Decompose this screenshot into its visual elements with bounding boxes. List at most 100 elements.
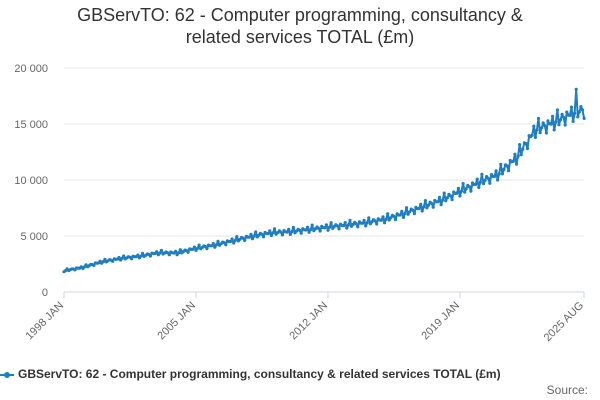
data-point-107[interactable] <box>230 237 234 241</box>
data-point-279[interactable] <box>500 172 504 176</box>
data-point-95[interactable] <box>211 242 215 246</box>
data-point-71[interactable] <box>174 249 178 253</box>
data-point-240[interactable] <box>439 203 443 207</box>
data-point-178[interactable] <box>342 224 346 228</box>
data-point-308[interactable] <box>546 119 550 123</box>
data-point-262[interactable] <box>474 182 478 186</box>
data-point-330[interactable] <box>580 108 585 112</box>
data-point-268[interactable] <box>483 178 487 182</box>
data-point-202[interactable] <box>379 218 383 222</box>
data-point-96[interactable] <box>213 245 217 249</box>
data-point-312[interactable] <box>552 128 556 132</box>
data-point-264[interactable] <box>477 185 481 190</box>
data-point-26[interactable] <box>103 257 107 261</box>
data-point-73[interactable] <box>177 251 181 255</box>
data-point-295[interactable] <box>525 146 530 151</box>
data-point-121[interactable] <box>252 234 256 238</box>
data-point-243[interactable] <box>444 199 448 203</box>
data-point-74[interactable] <box>178 248 182 252</box>
data-point-214[interactable] <box>398 213 402 217</box>
data-point-127[interactable] <box>261 235 266 239</box>
data-point-170[interactable] <box>329 221 333 225</box>
data-point-223[interactable] <box>412 212 416 216</box>
data-point-217[interactable] <box>403 211 407 216</box>
data-point-218[interactable] <box>404 206 409 210</box>
data-point-316[interactable] <box>558 118 563 122</box>
data-point-145[interactable] <box>290 230 294 234</box>
data-point-319[interactable] <box>563 123 567 127</box>
data-point-167[interactable] <box>324 223 328 227</box>
data-point-331[interactable] <box>582 116 586 120</box>
data-point-318[interactable] <box>562 115 566 119</box>
data-point-244[interactable] <box>445 196 449 200</box>
data-point-254[interactable] <box>461 182 465 186</box>
data-point-205[interactable] <box>384 217 388 221</box>
data-point-97[interactable] <box>214 243 218 247</box>
data-point-320[interactable] <box>565 110 569 114</box>
data-point-199[interactable] <box>375 222 379 226</box>
data-point-50[interactable] <box>141 251 145 255</box>
data-point-238[interactable] <box>436 200 440 204</box>
data-point-283[interactable] <box>507 169 511 173</box>
legend[interactable]: GBServTO: 62 - Computer programming, con… <box>0 367 600 381</box>
data-point-103[interactable] <box>224 243 228 247</box>
data-point-328[interactable] <box>577 110 581 114</box>
data-point-118[interactable] <box>247 235 251 239</box>
data-point-220[interactable] <box>408 210 412 214</box>
data-point-130[interactable] <box>266 232 270 236</box>
data-point-62[interactable] <box>159 248 163 252</box>
data-point-251[interactable] <box>456 186 460 190</box>
data-point-314[interactable] <box>555 108 560 112</box>
data-point-35[interactable] <box>117 255 121 260</box>
data-point-276[interactable] <box>496 178 500 182</box>
data-point-317[interactable] <box>560 112 564 116</box>
data-point-106[interactable] <box>228 239 233 244</box>
data-point-255[interactable] <box>463 190 467 194</box>
data-point-131[interactable] <box>268 229 272 233</box>
data-point-322[interactable] <box>568 113 572 117</box>
data-point-154[interactable] <box>304 228 308 232</box>
data-point-265[interactable] <box>478 180 482 184</box>
data-point-299[interactable] <box>532 124 536 128</box>
data-point-287[interactable] <box>513 152 517 156</box>
data-point-139[interactable] <box>280 233 284 237</box>
data-point-263[interactable] <box>475 177 479 181</box>
data-point-119[interactable] <box>249 232 253 236</box>
data-point-126[interactable] <box>260 232 264 236</box>
data-point-144[interactable] <box>288 232 292 236</box>
data-point-329[interactable] <box>579 105 583 109</box>
data-point-280[interactable] <box>502 167 506 172</box>
data-point-169[interactable] <box>327 225 332 229</box>
data-point-192[interactable] <box>364 224 368 228</box>
data-point-207[interactable] <box>387 218 391 222</box>
data-point-190[interactable] <box>360 221 365 225</box>
data-point-37[interactable] <box>120 256 124 260</box>
data-point-61[interactable] <box>158 251 162 255</box>
data-point-156[interactable] <box>307 230 311 234</box>
data-point-122[interactable] <box>254 230 258 234</box>
data-point-252[interactable] <box>458 194 462 198</box>
data-point-133[interactable] <box>271 231 275 235</box>
data-point-38[interactable] <box>122 254 126 258</box>
data-point-114[interactable] <box>241 236 245 240</box>
data-point-163[interactable] <box>318 229 322 233</box>
data-point-83[interactable] <box>192 245 196 249</box>
data-point-120[interactable] <box>250 237 255 241</box>
data-point-49[interactable] <box>139 254 143 258</box>
data-point-303[interactable] <box>538 131 542 135</box>
data-point-325[interactable] <box>573 111 577 115</box>
data-point-301[interactable] <box>535 128 539 132</box>
data-point-230[interactable] <box>423 199 427 203</box>
data-point-206[interactable] <box>386 212 390 216</box>
data-point-327[interactable] <box>576 115 580 119</box>
data-point-134[interactable] <box>272 227 277 231</box>
data-point-181[interactable] <box>346 223 350 227</box>
data-point-259[interactable] <box>469 189 473 193</box>
data-point-43[interactable] <box>130 257 134 261</box>
data-point-157[interactable] <box>309 227 313 232</box>
data-point-204[interactable] <box>382 221 387 225</box>
data-point-292[interactable] <box>521 147 525 151</box>
data-point-179[interactable] <box>343 221 347 225</box>
data-point-180[interactable] <box>345 226 349 230</box>
data-point-313[interactable] <box>554 120 558 124</box>
